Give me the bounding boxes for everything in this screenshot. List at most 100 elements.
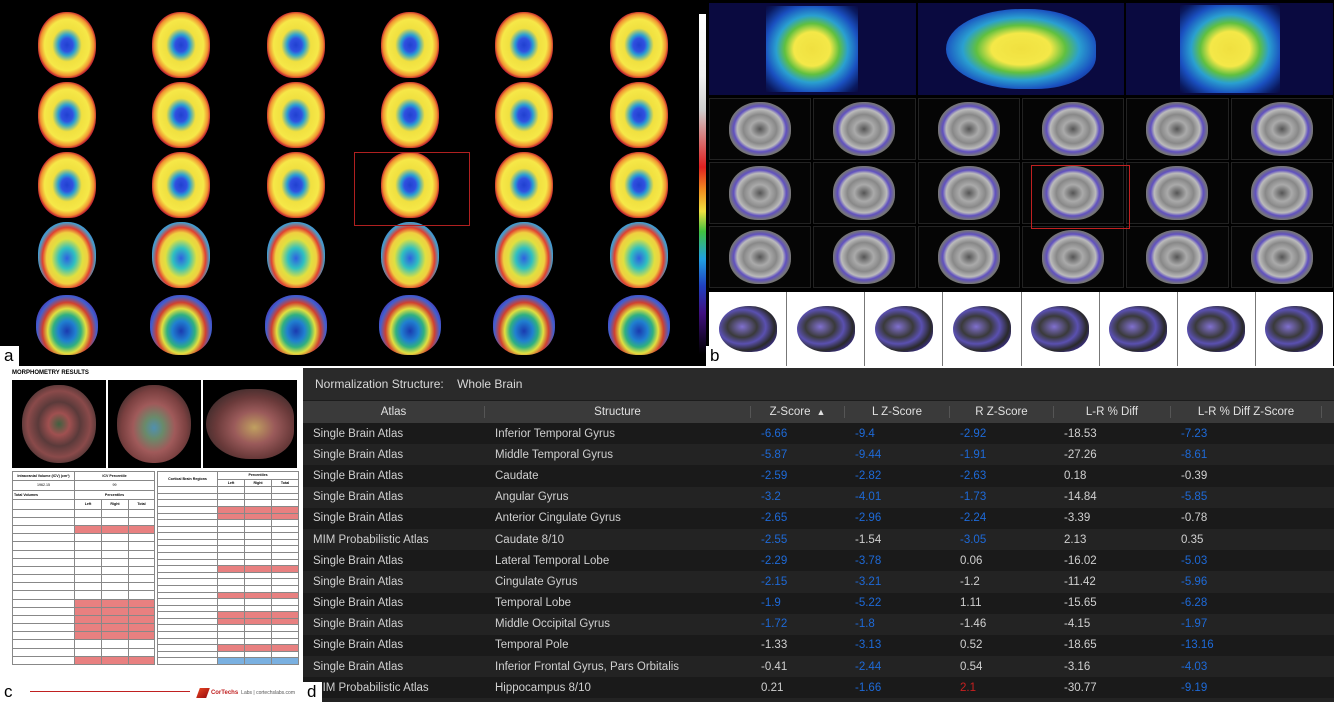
atlas-cell: MIM Probabilistic Atlas [313, 533, 429, 546]
pet-slice [124, 220, 238, 290]
table-cell [101, 606, 129, 616]
table-cell [244, 604, 273, 613]
table-cell [101, 533, 129, 543]
structure-cell: Middle Temporal Gyrus [495, 448, 614, 461]
column-header-l-z-score[interactable]: L Z-Score [845, 406, 950, 418]
lr-diff-cell: -3.16 [1064, 660, 1091, 673]
surface-render-brain [952, 306, 1011, 352]
table-row [157, 499, 300, 507]
column-header-atlas[interactable]: Atlas [303, 406, 485, 418]
table-row[interactable]: Single Brain Atlas Middle Temporal Gyrus -… [303, 444, 1334, 466]
pet-brain-image [266, 82, 325, 148]
table-row[interactable]: Single Brain Atlas Anterior Cingulate Gyr… [303, 507, 1334, 529]
table-row [157, 571, 300, 580]
pet-slice [124, 150, 238, 220]
r-z-score-cell: -1.91 [960, 448, 987, 461]
pet-slice [582, 150, 696, 220]
table-cell [74, 647, 102, 657]
pet-brain-image [381, 12, 440, 78]
icv-percentile-value: 99 [73, 480, 156, 491]
pet-brain-image [36, 295, 99, 355]
r-z-score-cell: 0.52 [960, 639, 983, 652]
table-cell [217, 519, 246, 527]
table-cell [101, 582, 129, 592]
table-row[interactable]: Single Brain Atlas Caudate -2.59 -2.82 -2.63… [303, 465, 1334, 487]
atlas-cell: Single Brain Atlas [313, 491, 404, 504]
cortechs-logo: CorTechs Labs | cortechslabs.com [196, 688, 295, 698]
structure-cell: Angular Gyrus [495, 491, 569, 504]
table-cell [127, 623, 156, 633]
l-z-score-cell: -9.44 [855, 448, 882, 461]
lr-diff-cell: -18.53 [1064, 427, 1097, 440]
pet-slice [124, 80, 238, 150]
table-cell [101, 574, 129, 584]
table-row[interactable]: Single Brain Atlas Temporal Lobe -1.9 -5.22… [303, 592, 1334, 614]
column-header-r-z-score[interactable]: R Z-Score [950, 406, 1054, 418]
r-z-score-cell: -3.05 [960, 533, 987, 546]
table-cell [12, 525, 75, 535]
roi-highlight-box [354, 152, 470, 226]
table-row[interactable]: Single Brain Atlas Lateral Temporal Lobe -… [303, 550, 1334, 572]
pet-colorbar [699, 14, 708, 354]
table-row[interactable]: Single Brain AtlasOlfactory Cortex0.221.… [303, 698, 1334, 702]
table-cell [127, 574, 156, 584]
table-cell [74, 549, 102, 559]
table-cell [217, 506, 246, 514]
z-score-cell: 0.21 [761, 681, 784, 694]
panel-label-b: b [706, 346, 726, 366]
table-row[interactable]: Single Brain Atlas Cingulate Gyrus -2.15 -3… [303, 571, 1334, 593]
surface-render-view [1177, 292, 1255, 366]
sort-ascending-icon[interactable]: ▲ [816, 407, 826, 417]
table-row [12, 614, 156, 625]
table-row[interactable]: Single Brain Atlas Inferior Temporal Gyru… [303, 423, 1334, 445]
column-header-l-r-diff-z-score[interactable]: L-R % Diff Z-Score [1171, 406, 1322, 418]
table-cell [157, 506, 219, 514]
table-cell [12, 639, 75, 649]
table-cell [217, 611, 246, 619]
mri-slice [1230, 162, 1333, 224]
lr-diff-cell: 2.13 [1064, 533, 1087, 546]
table-row [157, 644, 300, 652]
pet-slice [239, 80, 353, 150]
mri-slice [917, 98, 1020, 160]
table-row[interactable]: MIM Probabilistic Atlas Hippocampus 8/10 0… [303, 677, 1334, 699]
table-cell [244, 486, 273, 494]
pet-brain-image [152, 12, 211, 78]
table-cell [217, 591, 246, 600]
table-row [157, 545, 300, 554]
table-cell [157, 486, 219, 494]
table-row [157, 657, 300, 665]
pet-slice [353, 150, 467, 220]
mri-brain-image [937, 166, 1000, 220]
table-cell [74, 590, 102, 600]
z-score-cell: -1.9 [761, 597, 781, 610]
table-row[interactable]: MIM Probabilistic Atlas Caudate 8/10 -2.55… [303, 528, 1334, 551]
table-row[interactable]: Single Brain Atlas Angular Gyrus -3.2 -4.01… [303, 486, 1334, 508]
table-cell [74, 508, 102, 519]
table-row[interactable]: Single Brain Atlas Inferior Frontal Gyrus… [303, 656, 1334, 678]
icv-percentile-header: ICV Percentile [73, 470, 156, 482]
pet-slice [582, 290, 696, 360]
table-cell [12, 598, 75, 608]
seg-axial-brain [21, 385, 96, 463]
r-z-score-cell: 0.06 [960, 554, 983, 567]
zscore-table: Atlas Structure Z-Score ▲ L Z-Score R Z-Score… [303, 401, 1334, 702]
column-header-structure[interactable]: Structure [485, 406, 751, 418]
column-header-z-score[interactable]: Z-Score ▲ [751, 406, 845, 418]
table-row[interactable]: Single Brain Atlas Middle Occipital Gyrus… [303, 613, 1334, 635]
normalization-value[interactable]: Whole Brain [457, 377, 523, 391]
table-cell [157, 558, 219, 567]
mri-brain-image [1146, 102, 1209, 156]
panel-b-fused-pet-mri: b [706, 0, 1334, 366]
column-header-l-r-diff[interactable]: L-R % Diff [1054, 406, 1171, 418]
table-cell [217, 630, 246, 639]
table-cell [74, 598, 102, 608]
table-cell [217, 552, 246, 560]
table-cell [12, 565, 75, 576]
table-cell [101, 623, 129, 633]
mri-slice-grid [709, 98, 1333, 288]
surface-render-view [709, 292, 787, 366]
cortical-header: Cortical Brain Regions [157, 470, 219, 488]
lr-diff-cell: -3.39 [1064, 512, 1091, 525]
table-row[interactable]: Single Brain Atlas Temporal Pole -1.33 -3.1… [303, 634, 1334, 657]
